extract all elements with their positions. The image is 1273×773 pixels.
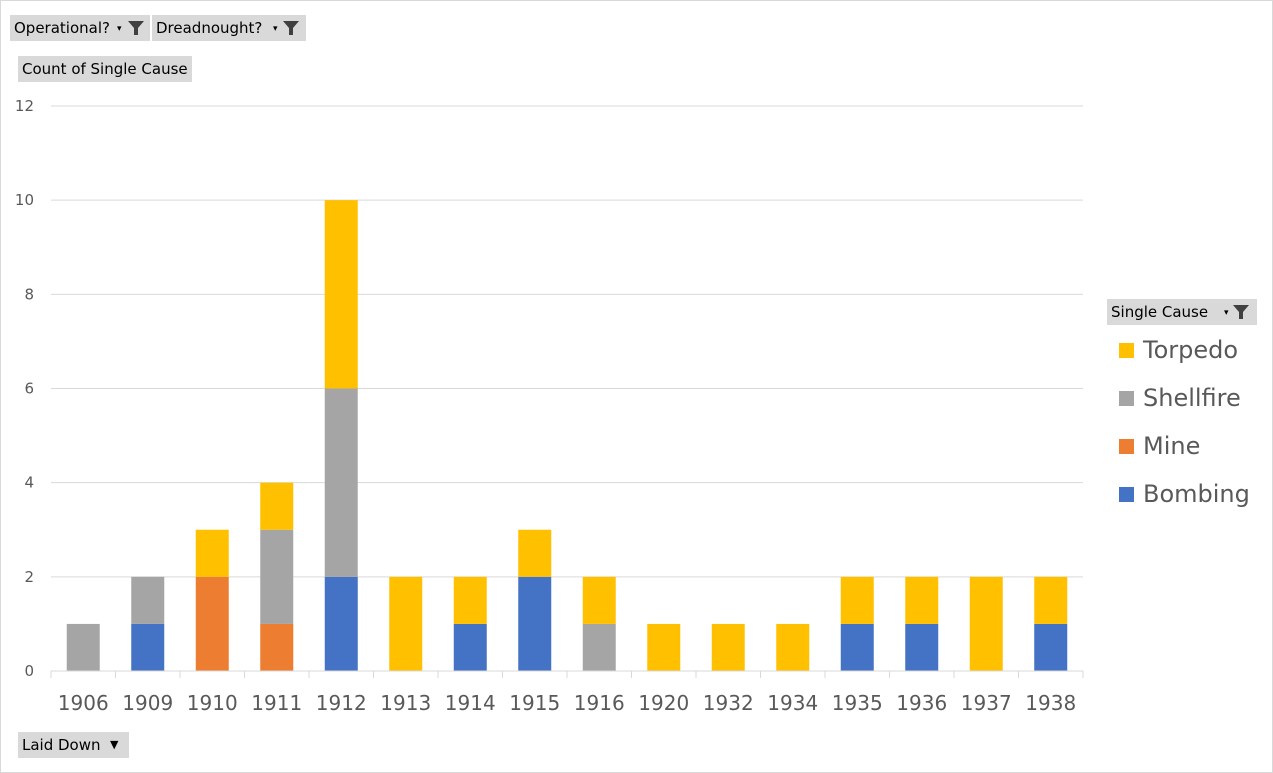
legend-item-shellfire[interactable]: Shellfire [1119,383,1241,413]
bar-bombing-1912[interactable] [324,576,358,671]
y-tick-label: 12 [15,97,34,115]
bar-torpedo-1915[interactable] [518,529,552,577]
filter-icon[interactable] [1232,303,1250,321]
dreadnought-filter-label: Dreadnought? [156,19,263,37]
x-tick-label: 1914 [445,691,496,715]
value-field-button[interactable]: Count of Single Cause [18,56,192,82]
bar-bombing-1935[interactable] [840,623,874,671]
x-tick-label: 1938 [1025,691,1076,715]
legend-swatch-torpedo [1119,342,1134,358]
x-axis: 1906 1909 1910 1911 1912 1913 1914 1915 1916 1920… [50,670,1084,715]
legend-swatch-shellfire [1119,390,1134,406]
bar-mine-1910[interactable] [195,576,229,671]
bar-torpedo-1914[interactable] [453,576,487,624]
bar-bombing-1936[interactable] [905,623,939,671]
bar-torpedo-1911[interactable] [260,482,294,530]
x-tick-label: 1937 [961,691,1012,715]
legend-item-bombing[interactable]: Bombing [1119,479,1250,509]
legend-swatch-mine [1119,438,1134,454]
dropdown-arrow-icon[interactable]: ▼ [110,738,119,751]
bar-shellfire-1909[interactable] [131,576,165,624]
x-tick-label: 1912 [316,691,367,715]
x-tick-label: 1936 [896,691,947,715]
filter-icon[interactable] [127,19,145,37]
x-tick-label: 1913 [380,691,431,715]
x-tick-label: 1920 [638,691,689,715]
bar-torpedo-1934[interactable] [776,623,810,671]
x-tick-label: 1934 [767,691,818,715]
dreadnought-filter-button[interactable]: Dreadnought? ▾ [152,15,306,41]
bar-torpedo-1916[interactable] [582,576,616,624]
bar-torpedo-1910[interactable] [195,529,229,577]
legend-field-label: Single Cause [1111,303,1209,321]
bar-bombing-1938[interactable] [1034,623,1068,671]
x-tick-label: 1906 [58,691,109,715]
bar-shellfire-1906[interactable] [66,623,100,671]
legend-item-mine[interactable]: Mine [1119,431,1200,461]
y-tick-label: 0 [24,662,34,680]
bar-shellfire-1916[interactable] [582,623,616,671]
y-tick-label: 10 [15,191,34,209]
x-tick-label: 1932 [703,691,754,715]
operational-filter-button[interactable]: Operational? ▾ [10,15,150,41]
x-tick-label: 1915 [509,691,560,715]
filter-icon[interactable] [282,19,300,37]
bar-shellfire-1911[interactable] [260,529,294,624]
x-tick-label: 1935 [832,691,883,715]
x-tick-label: 1910 [187,691,238,715]
dropdown-arrow-icon: ▾ [117,24,122,34]
bar-torpedo-1912[interactable] [324,200,358,389]
y-tick-label: 4 [24,474,34,492]
bar-torpedo-1913[interactable] [389,576,423,671]
x-tick-label: 1916 [574,691,625,715]
legend-label-bombing: Bombing [1143,480,1250,508]
bar-torpedo-1935[interactable] [840,576,874,624]
dropdown-arrow-icon: ▾ [1224,308,1229,318]
bar-mine-1911[interactable] [260,623,294,671]
x-tick-label: 1911 [251,691,302,715]
axis-field-label: Laid Down [22,736,101,754]
y-tick-label: 2 [24,568,34,586]
dropdown-arrow-icon: ▾ [273,24,278,34]
bar-torpedo-1937[interactable] [969,576,1003,671]
bar-torpedo-1920[interactable] [647,623,681,671]
legend-label-mine: Mine [1143,432,1201,460]
axis-field-button[interactable]: Laid Down ▼ [18,732,129,758]
legend-label-shellfire: Shellfire [1143,384,1241,412]
y-tick-label: 6 [24,380,34,398]
legend-label-torpedo: Torpedo [1143,336,1239,364]
y-tick-label: 8 [24,285,34,303]
x-tick-label: 1909 [122,691,173,715]
legend-swatch-bombing [1119,486,1134,502]
bar-torpedo-1938[interactable] [1034,576,1068,624]
legend-item-torpedo[interactable]: Torpedo [1119,335,1238,365]
operational-filter-label: Operational? [14,19,110,37]
value-field-label: Count of Single Cause [22,60,188,78]
bar-shellfire-1912[interactable] [324,388,358,577]
legend-field-button[interactable]: Single Cause ▾ [1107,299,1257,325]
bar-bombing-1915[interactable] [518,576,552,671]
bars [66,200,1068,671]
bar-bombing-1909[interactable] [131,623,165,671]
bar-torpedo-1932[interactable] [711,623,745,671]
bar-torpedo-1936[interactable] [905,576,939,624]
bar-bombing-1914[interactable] [453,623,487,671]
y-axis-ticks: 0 2 4 6 8 10 12 [15,97,34,680]
